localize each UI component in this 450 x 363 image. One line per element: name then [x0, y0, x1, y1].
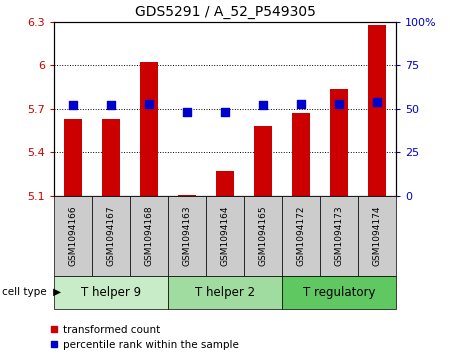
Bar — [206, 196, 244, 276]
Bar — [282, 196, 320, 276]
Bar — [64, 119, 81, 196]
Point — [221, 110, 229, 115]
Bar — [244, 196, 282, 276]
Text: GSM1094166: GSM1094166 — [68, 205, 77, 266]
Text: GSM1094165: GSM1094165 — [258, 205, 267, 266]
Bar — [140, 62, 158, 196]
Title: GDS5291 / A_52_P549305: GDS5291 / A_52_P549305 — [135, 5, 315, 19]
Text: GSM1094173: GSM1094173 — [334, 205, 343, 266]
Bar — [292, 113, 310, 196]
Bar — [330, 89, 347, 196]
Legend: transformed count, percentile rank within the sample: transformed count, percentile rank withi… — [46, 321, 243, 354]
Text: GSM1094168: GSM1094168 — [144, 205, 153, 266]
Point — [297, 101, 305, 107]
Bar — [358, 196, 396, 276]
Text: GSM1094163: GSM1094163 — [183, 205, 192, 266]
Bar — [216, 171, 234, 196]
Point — [108, 102, 115, 108]
Bar — [92, 196, 130, 276]
Text: GSM1094172: GSM1094172 — [297, 206, 306, 266]
Text: GSM1094167: GSM1094167 — [107, 205, 116, 266]
Point — [145, 101, 153, 107]
Bar — [320, 196, 358, 276]
Bar — [168, 196, 206, 276]
Point — [69, 102, 76, 108]
Text: T helper 9: T helper 9 — [81, 286, 141, 299]
Bar — [54, 276, 168, 309]
Point — [259, 102, 266, 108]
Bar — [369, 25, 386, 196]
Point — [335, 101, 342, 107]
Bar — [254, 126, 271, 196]
Text: T helper 2: T helper 2 — [195, 286, 255, 299]
Bar — [103, 119, 120, 196]
Text: GSM1094164: GSM1094164 — [220, 206, 230, 266]
Point — [184, 110, 191, 115]
Bar — [54, 196, 92, 276]
Bar — [168, 276, 282, 309]
Bar — [179, 195, 196, 196]
Bar — [130, 196, 168, 276]
Text: GSM1094174: GSM1094174 — [373, 206, 382, 266]
Point — [374, 99, 381, 105]
Text: T regulatory: T regulatory — [303, 286, 375, 299]
Bar — [282, 276, 396, 309]
Text: cell type  ▶: cell type ▶ — [2, 287, 61, 297]
